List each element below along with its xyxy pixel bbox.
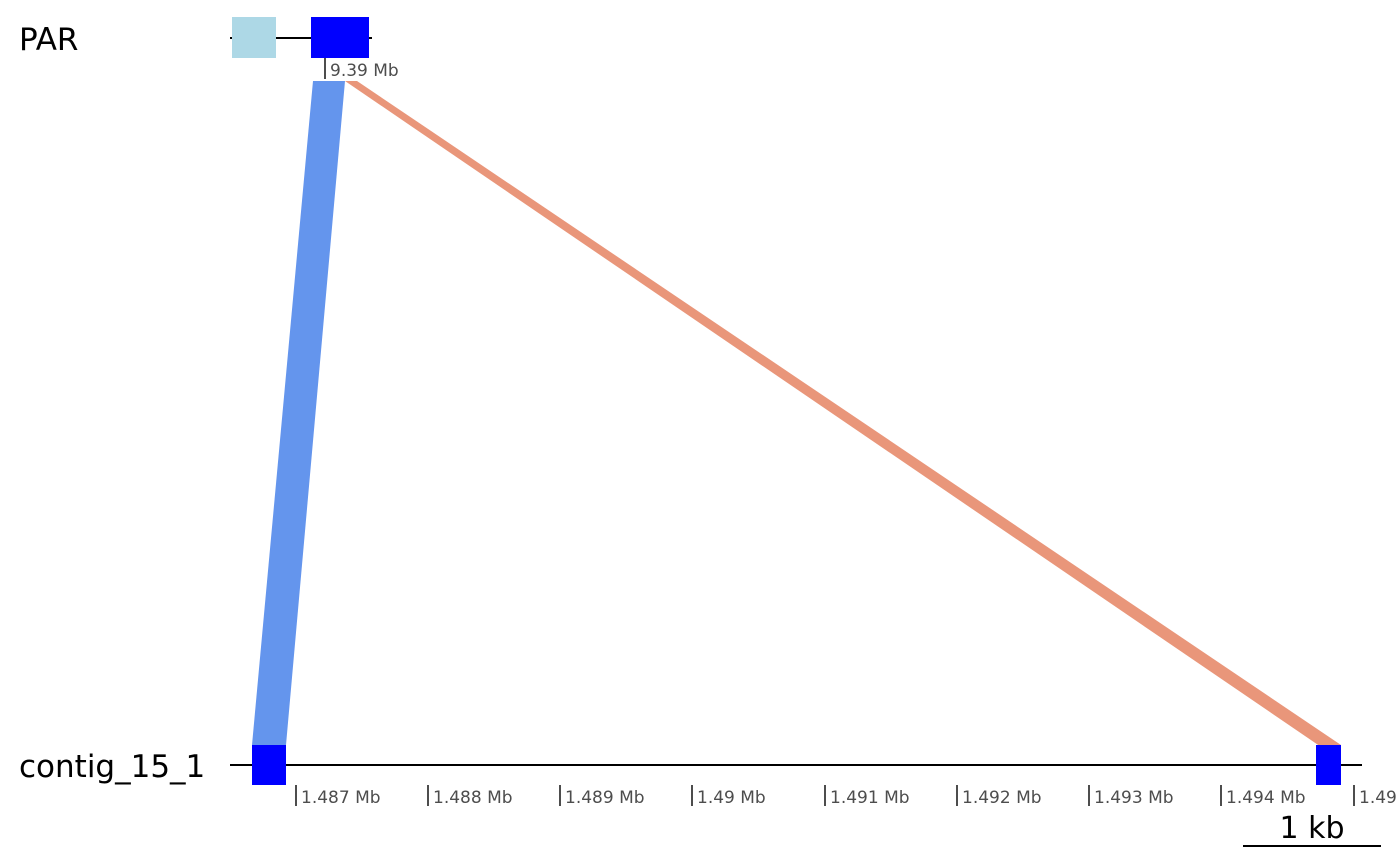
link-forward <box>252 81 345 745</box>
contig-tick-label: 1.487 Mb <box>301 788 381 808</box>
contig-tick-label: 1.49 Mb <box>697 788 766 808</box>
contig-axis: 1.487 Mb 1.488 Mb 1.489 Mb 1.49 Mb 1.491 Mb 1… <box>295 785 1397 808</box>
link-reverse <box>345 81 1341 751</box>
contig-gene-2 <box>1316 745 1341 785</box>
contig-tick-label: 1.491 Mb <box>830 788 910 808</box>
par-gene-dark <box>311 17 369 58</box>
contig-tick-label: 1.49 <box>1359 788 1397 808</box>
sequence-label-par: PAR <box>19 22 78 58</box>
scale-bar-label: 1 kb <box>1279 811 1344 846</box>
contig-tick-label: 1.488 Mb <box>433 788 513 808</box>
par-tick-label: 9.39 Mb <box>330 61 399 81</box>
contig-tick-label: 1.494 Mb <box>1226 788 1306 808</box>
contig-tick-label: 1.493 Mb <box>1094 788 1174 808</box>
par-tick: 9.39 Mb <box>324 58 399 81</box>
par-gene-light <box>232 17 276 58</box>
contig-gene-1 <box>252 745 286 785</box>
sequence-label-contig: contig_15_1 <box>19 749 205 785</box>
contig-tick-label: 1.492 Mb <box>962 788 1042 808</box>
contig-tick-label: 1.489 Mb <box>565 788 645 808</box>
